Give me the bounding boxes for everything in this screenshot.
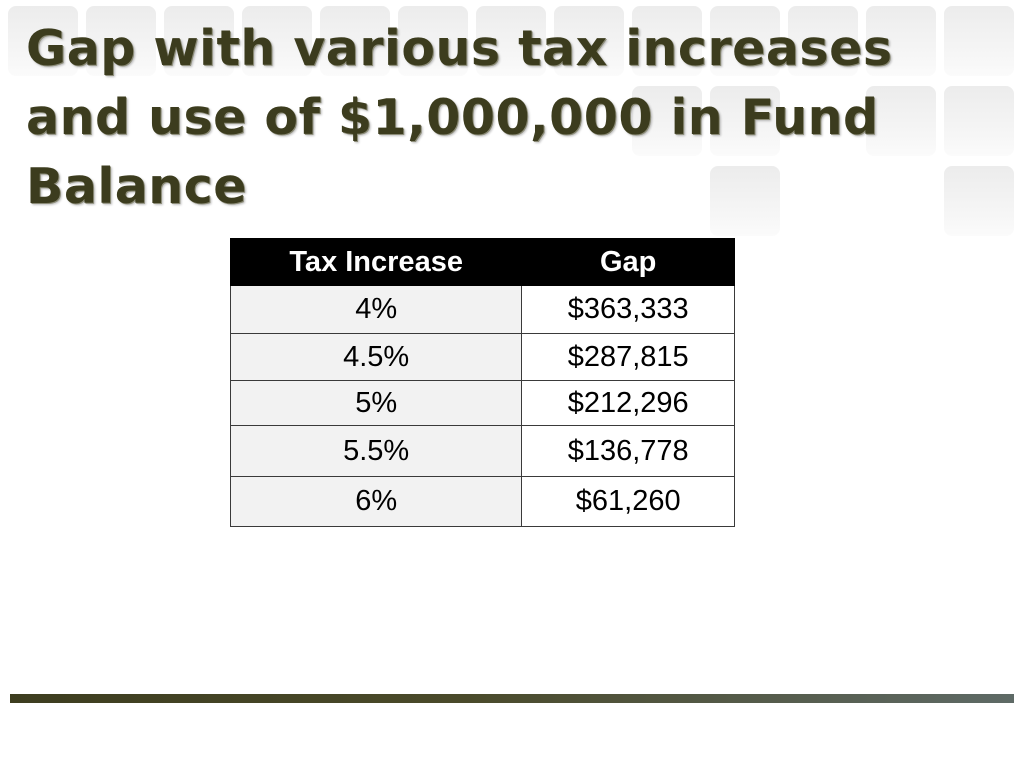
decorative-tile: [8, 6, 78, 76]
decorative-tile: [944, 6, 1014, 76]
decorative-tile: [242, 6, 312, 76]
slide-title: Gap with various tax increases and use o…: [26, 20, 893, 215]
tax-increase-cell: 5%: [229, 380, 523, 426]
decorative-tile: [554, 6, 624, 76]
decorative-tile: [632, 86, 702, 156]
footer-divider-bar: [10, 694, 1014, 703]
table-row: 4% $363,333: [229, 285, 735, 334]
decorative-tile: [944, 166, 1014, 236]
tax-increase-cell: 6%: [229, 476, 523, 527]
table-header-row: Tax Increase Gap: [229, 238, 735, 286]
gap-cell: $363,333: [521, 285, 735, 334]
decorative-tile: [320, 6, 390, 76]
tax-increase-cell: 4.5%: [229, 333, 523, 381]
table-row: 5% $212,296: [229, 380, 735, 426]
decorative-tile: [398, 6, 468, 76]
decorative-tile: [710, 166, 780, 236]
decorative-tile: [710, 86, 780, 156]
gap-cell: $287,815: [521, 333, 735, 381]
decorative-tile: [788, 6, 858, 76]
decorative-tile: [86, 6, 156, 76]
decorative-tile: [866, 86, 936, 156]
gap-cell: $212,296: [521, 380, 735, 426]
gap-cell: $61,260: [521, 476, 735, 527]
gap-cell: $136,778: [521, 425, 735, 477]
decorative-tile: [164, 6, 234, 76]
table-row: 5.5% $136,778: [229, 425, 735, 477]
tax-increase-cell: 4%: [229, 285, 523, 334]
decorative-tile: [476, 6, 546, 76]
column-header-gap: Gap: [521, 238, 735, 286]
table-row: 4.5% $287,815: [229, 333, 735, 381]
decorative-tile: [632, 6, 702, 76]
tax-increase-cell: 5.5%: [229, 425, 523, 477]
decorative-tile: [944, 86, 1014, 156]
decorative-tile: [866, 6, 936, 76]
decorative-tile: [710, 6, 780, 76]
column-header-tax-increase: Tax Increase: [229, 238, 523, 286]
tax-gap-table: Tax Increase Gap 4% $363,333 4.5% $287,8…: [229, 238, 735, 527]
table-row: 6% $61,260: [229, 476, 735, 527]
